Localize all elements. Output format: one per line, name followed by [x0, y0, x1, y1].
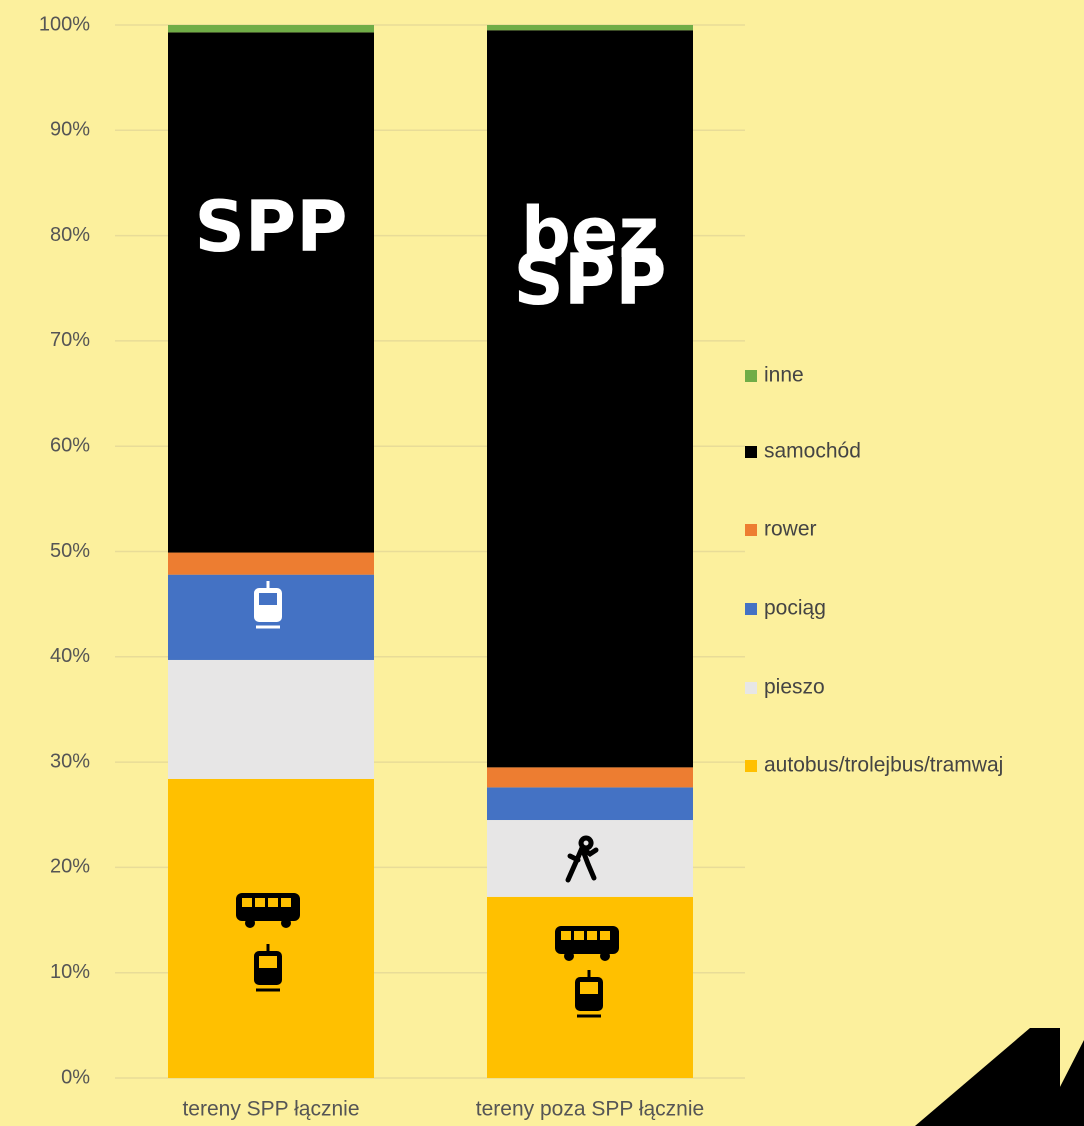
y-tick-label: 0%: [61, 1066, 90, 1088]
y-tick-label: 50%: [50, 540, 90, 562]
bus-wheel: [281, 918, 291, 928]
bus-wheel: [600, 951, 610, 961]
legend-swatch: [745, 603, 757, 615]
bus-window: [587, 931, 597, 940]
legend-label: samochód: [764, 440, 861, 463]
bus-window: [255, 898, 265, 907]
legend-label: autobus/trolejbus/tramwaj: [764, 754, 1003, 777]
legend-swatch: [745, 760, 757, 772]
bar-segment: [168, 659, 374, 779]
bus-window: [600, 931, 610, 940]
tram-window: [580, 982, 598, 994]
logo: [915, 1028, 1084, 1126]
bar-segment: [487, 30, 693, 768]
tram-window: [259, 593, 277, 605]
legend-label: pociąg: [764, 597, 826, 620]
bar-segment: [168, 552, 374, 575]
bar-segment: [168, 25, 374, 33]
bus-window: [242, 898, 252, 907]
legend-label: inne: [764, 364, 804, 387]
y-tick-label: 100%: [39, 13, 90, 35]
bar-segment: [168, 32, 374, 553]
bus-window: [268, 898, 278, 907]
y-tick-label: 10%: [50, 961, 90, 983]
annotation: SPP: [194, 186, 347, 268]
bus-wheel: [245, 918, 255, 928]
y-tick-label: 30%: [50, 750, 90, 772]
tram-window: [259, 956, 277, 968]
x-tick-label: tereny poza SPP łącznie: [476, 1098, 704, 1121]
bar-segment: [487, 787, 693, 821]
bar-segment: [168, 778, 374, 1078]
bus-wheel: [564, 951, 574, 961]
legend-swatch: [745, 682, 757, 694]
annotation: bez: [521, 192, 659, 274]
annotation: SPP: [513, 239, 666, 321]
icons: [236, 581, 619, 1018]
bus-window: [574, 931, 584, 940]
y-tick-label: 80%: [50, 224, 90, 246]
walker-icon: [565, 835, 599, 883]
bus-window: [561, 931, 571, 940]
legend-swatch: [745, 370, 757, 382]
y-tick-label: 60%: [50, 434, 90, 456]
x-tick-label: tereny SPP łącznie: [182, 1098, 359, 1121]
bar-segment: [487, 820, 693, 897]
legend-label: rower: [764, 518, 817, 541]
bus-window: [281, 898, 291, 907]
legend-swatch: [745, 524, 757, 536]
y-tick-label: 20%: [50, 856, 90, 878]
bar-segment: [487, 25, 693, 31]
legend-label: pieszo: [764, 676, 825, 699]
legend-swatch: [745, 446, 757, 458]
y-tick-label: 40%: [50, 645, 90, 667]
y-tick-label: 70%: [50, 329, 90, 351]
y-tick-label: 90%: [50, 119, 90, 141]
bar-segment: [487, 767, 693, 788]
